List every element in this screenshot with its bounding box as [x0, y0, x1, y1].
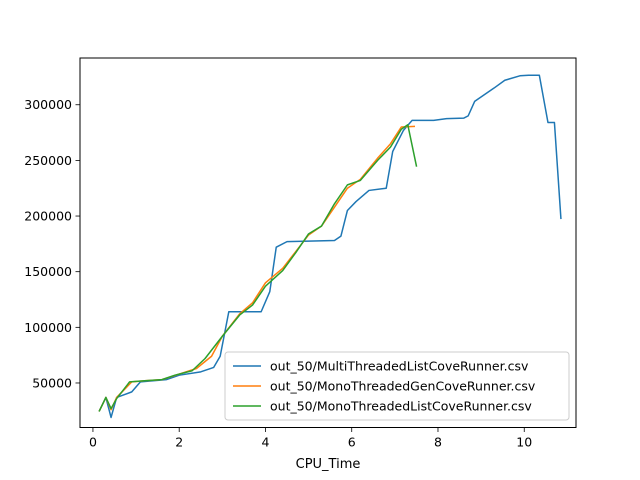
legend-label-1: out_50/MultiThreadedListCoveRunner.csv [270, 359, 529, 374]
y-tick-label: 200000 [24, 209, 72, 224]
y-tick-label: 300000 [24, 97, 72, 112]
x-tick-label: 0 [89, 435, 97, 450]
plot-lines [98, 74, 562, 419]
legend-label-2: out_50/MonoThreadedGenCoveRunner.csv [270, 379, 536, 394]
x-tick-label: 8 [434, 435, 442, 450]
y-axis-ticks: 50000 100000 150000 200000 250000 300000 [24, 97, 80, 390]
x-axis-label: CPU_Time [296, 457, 361, 472]
legend-label-3: out_50/MonoThreadedListCoveRunner.csv [270, 399, 532, 414]
x-axis-ticks: 0 2 4 6 8 10 [89, 427, 532, 450]
legend: out_50/MultiThreadedListCoveRunner.csvou… [224, 351, 570, 421]
x-tick-label: 4 [261, 435, 269, 450]
y-tick-label: 250000 [24, 153, 72, 168]
legend-box [224, 351, 570, 421]
x-tick-label: 10 [516, 435, 532, 450]
y-tick-label: 50000 [32, 375, 72, 390]
x-tick-label: 2 [175, 435, 183, 450]
x-tick-label: 6 [348, 435, 356, 450]
y-tick-label: 150000 [24, 264, 72, 279]
y-tick-label: 100000 [24, 320, 72, 335]
series-line-3 [98, 124, 418, 412]
axes-frame [79, 57, 577, 428]
